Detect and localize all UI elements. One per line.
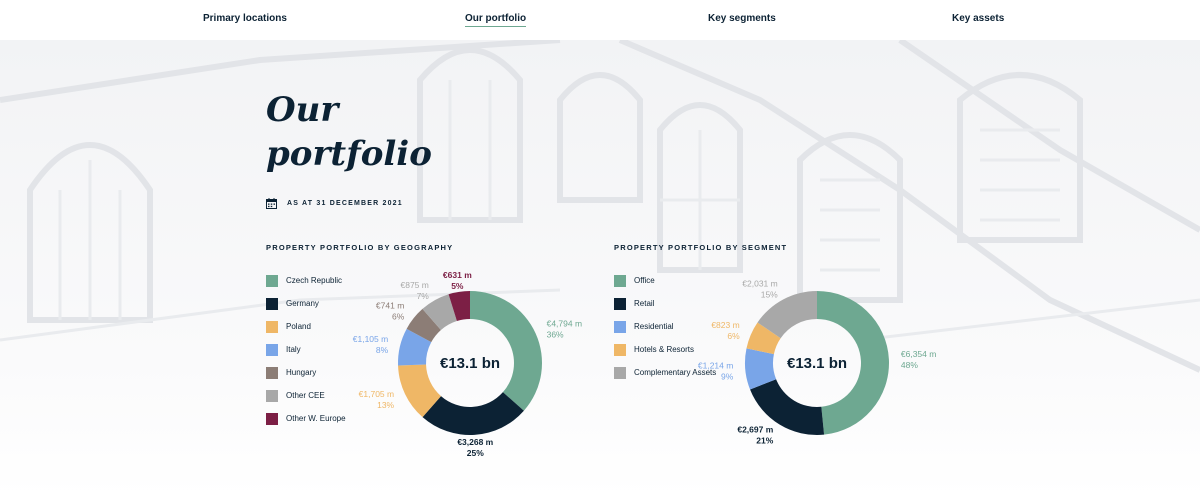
legend-swatch: [614, 320, 626, 333]
legend-swatch: [614, 274, 626, 287]
segment-legend: Office Retail Residential Hotels & Resorts C…: [614, 269, 716, 384]
legend-item-complementary-assets: Complementary Assets: [614, 361, 716, 384]
legend-label: Residential: [634, 322, 674, 331]
donut-slice-other-cee: [422, 294, 457, 330]
geography-chart-title: PROPERTY PORTFOLIO BY GEOGRAPHY: [266, 243, 454, 252]
legend-swatch: [266, 389, 278, 402]
segment-donut-chart: €6,354 m48% €2,697 m21% €1,214 m9% €823 m6%…: [698, 279, 936, 446]
slice-value-label: €631 m: [443, 270, 472, 280]
donut-slice-office: [817, 291, 889, 435]
donut-slice-other-w-europe: [448, 291, 470, 321]
geography-legend: Czech Republic Germany Poland Italy Hungary O…: [266, 269, 346, 430]
legend-label: Complementary Assets: [634, 368, 717, 377]
slice-percent-label: 6%: [727, 331, 740, 341]
slice-percent-label: 8%: [376, 345, 389, 355]
legend-label: Other CEE: [286, 391, 325, 400]
nav-primary-locations[interactable]: Primary locations: [203, 13, 287, 24]
legend-swatch: [614, 366, 626, 379]
legend-label: Hotels & Resorts: [634, 345, 695, 354]
slice-percent-label: 13%: [377, 400, 394, 410]
legend-item-germany: Germany: [266, 292, 346, 315]
page-title-line-1: Our: [266, 90, 339, 130]
slice-value-label: €823 m: [711, 320, 739, 330]
geography-donut-chart: €4,794 m36% €3,268 m25% €1,705 m13% €1,105 …: [353, 270, 582, 458]
slice-percent-label: 25%: [467, 448, 484, 458]
legend-label: Poland: [286, 322, 311, 331]
donut-center-label: €13.1 bn: [787, 355, 847, 372]
slice-percent-label: 9%: [721, 371, 734, 381]
nav-our-portfolio[interactable]: Our portfolio: [465, 13, 527, 27]
slice-value-label: €3,268 m: [457, 437, 493, 447]
slice-value-label: €1,214 m: [698, 360, 733, 370]
donut-slice-residential: [745, 348, 777, 390]
legend-swatch: [266, 320, 278, 333]
nav-key-segments[interactable]: Key segments: [708, 13, 776, 24]
slice-value-label: €875 m: [401, 280, 429, 290]
legend-item-retail: Retail: [614, 292, 716, 315]
slice-value-label: €2,697 m: [737, 425, 773, 435]
slice-value-label: €6,354 m: [901, 349, 936, 359]
donut-slice-poland: [398, 364, 442, 418]
nav-key-assets[interactable]: Key assets: [952, 13, 1005, 24]
legend-label: Other W. Europe: [286, 414, 346, 423]
donut-slice-germany: [422, 392, 524, 435]
slice-percent-label: 6%: [392, 312, 405, 322]
legend-item-czech-republic: Czech Republic: [266, 269, 346, 292]
legend-item-hungary: Hungary: [266, 361, 346, 384]
legend-item-poland: Poland: [266, 315, 346, 338]
slice-value-label: €2,031 m: [742, 279, 777, 289]
segment-chart-title: PROPERTY PORTFOLIO BY SEGMENT: [614, 243, 788, 252]
donut-center-label: €13.1 bn: [440, 355, 500, 372]
legend-swatch: [266, 366, 278, 379]
legend-item-other-cee: Other CEE: [266, 384, 346, 407]
legend-label: Office: [634, 276, 655, 285]
legend-label: Hungary: [286, 368, 317, 377]
legend-swatch: [614, 297, 626, 310]
slice-percent-label: 5%: [451, 281, 464, 291]
legend-item-hotels-resorts: Hotels & Resorts: [614, 338, 716, 361]
legend-swatch: [266, 343, 278, 356]
legend-label: Retail: [634, 299, 655, 308]
slice-percent-label: 48%: [901, 360, 918, 370]
slice-percent-label: 21%: [756, 436, 773, 446]
legend-swatch: [266, 274, 278, 287]
donut-slice-hotels-resorts: [746, 322, 781, 355]
donut-slice-complementary-assets: [757, 291, 817, 339]
top-navigation: Primary locations Our portfolio Key segm…: [0, 0, 1200, 40]
page-title: Our portfolio: [266, 88, 486, 176]
building-background-image: [0, 40, 1200, 373]
hero-background: [0, 40, 1200, 497]
legend-label: Germany: [286, 299, 319, 308]
legend-item-italy: Italy: [266, 338, 346, 361]
legend-swatch: [614, 343, 626, 356]
legend-label: Italy: [286, 345, 301, 354]
legend-swatch: [266, 412, 278, 425]
slice-value-label: €741 m: [376, 301, 404, 311]
calendar-icon: [266, 198, 277, 209]
slice-value-label: €1,105 m: [353, 334, 388, 344]
slice-percent-label: 15%: [761, 290, 778, 300]
donut-slice-retail: [750, 379, 825, 435]
slice-percent-label: 36%: [547, 330, 564, 340]
legend-item-residential: Residential: [614, 315, 716, 338]
slice-percent-label: 7%: [417, 291, 430, 301]
donut-slice-italy: [398, 328, 432, 366]
legend-item-office: Office: [614, 269, 716, 292]
legend-label: Czech Republic: [286, 276, 343, 285]
slice-value-label: €1,705 m: [359, 389, 394, 399]
legend-item-other-w-europe: Other W. Europe: [266, 407, 346, 430]
as-at-date: AS AT 31 DECEMBER 2021: [266, 198, 403, 209]
slice-value-label: €4,794 m: [547, 319, 582, 329]
as-at-text: AS AT 31 DECEMBER 2021: [287, 200, 403, 207]
donut-slice-hungary: [406, 308, 441, 343]
legend-swatch: [266, 297, 278, 310]
donut-slice-czech-republic: [470, 291, 542, 411]
page-title-line-2: portfolio: [266, 134, 432, 174]
